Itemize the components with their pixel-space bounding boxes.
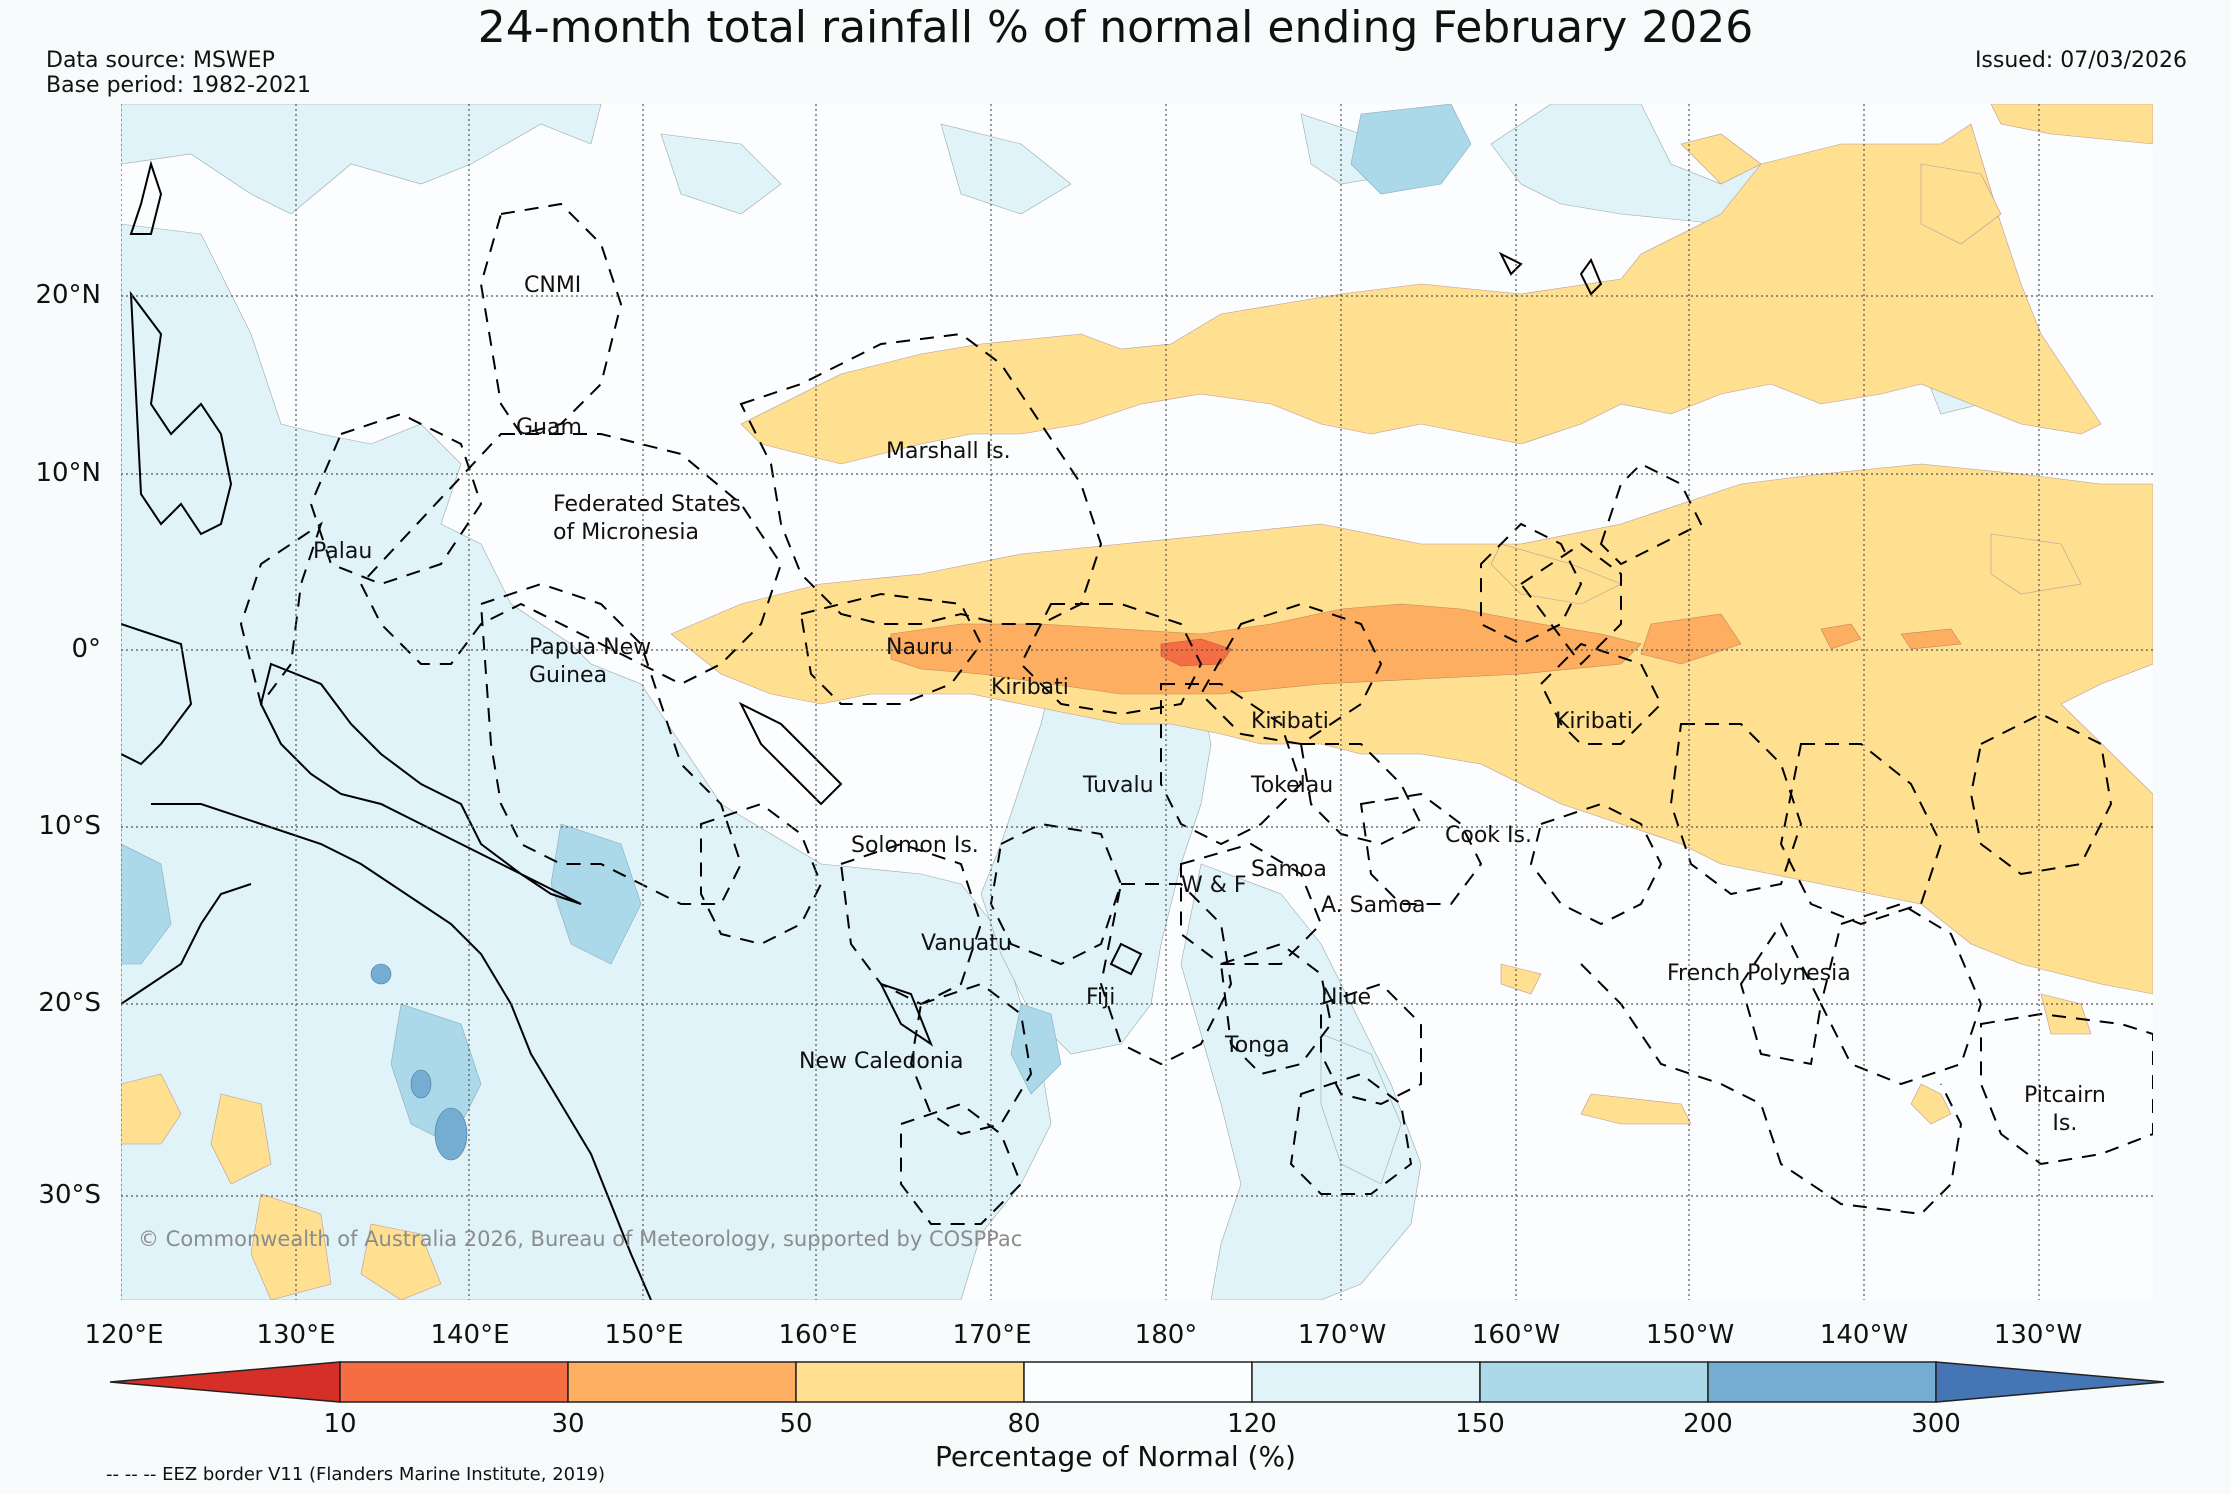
lon-tick-170e: 170°E xyxy=(952,1320,1032,1350)
region-label-pitcairn: Pitcairn Is. xyxy=(2024,1083,2106,1136)
colorbar-tick-10: 10 xyxy=(323,1409,357,1439)
lat-tick-20n: 20°N xyxy=(35,280,101,310)
rainfall-map: CNMI Guam Marshall Is. Federated States … xyxy=(121,104,2153,1300)
data-source: Data source: MSWEP xyxy=(46,48,275,73)
eez-borders xyxy=(239,202,2153,1225)
lon-tick-160w: 160°W xyxy=(1471,1320,1561,1350)
region-label-american-samoa: A. Samoa xyxy=(1321,893,1426,918)
map-canvas xyxy=(121,104,2153,1300)
lon-tick-150e: 150°E xyxy=(604,1320,684,1350)
region-label-kiribati-west: Kiribati xyxy=(991,675,1069,700)
colorbar-segment-10-30 xyxy=(339,1361,569,1403)
lon-tick-140w: 140°W xyxy=(1819,1320,1909,1350)
region-label-tokelau: Tokelau xyxy=(1251,773,1334,798)
colorbar-extend-high xyxy=(1935,1361,2165,1403)
anomaly-above-normal xyxy=(121,104,1982,1300)
region-label-fsm: Federated States of Micronesia xyxy=(553,492,741,545)
coastlines xyxy=(121,160,1603,1300)
colorbar-tick-150: 150 xyxy=(1455,1409,1505,1439)
map-title: 24-month total rainfall % of normal endi… xyxy=(477,2,1754,53)
copyright-notice: © Commonwealth of Australia 2026, Bureau… xyxy=(138,1227,1023,1251)
lon-tick-120e: 120°E xyxy=(84,1320,164,1350)
region-label-png: Papua New Guinea xyxy=(529,635,652,688)
lat-tick-10s: 10°S xyxy=(38,811,101,841)
colorbar-segment-150-200 xyxy=(1479,1361,1709,1403)
colorbar-segment-50-80 xyxy=(795,1361,1025,1403)
lon-tick-130e: 130°E xyxy=(256,1320,336,1350)
colorbar-segment-120-150 xyxy=(1251,1361,1481,1403)
region-label-kiribati-central: Kiribati xyxy=(1251,709,1329,734)
region-label-guam: Guam xyxy=(516,415,582,440)
base-period: Base period: 1982-2021 xyxy=(46,73,311,98)
region-label-cnmi: CNMI xyxy=(524,273,582,298)
colorbar-tick-120: 120 xyxy=(1227,1409,1277,1439)
region-label-fiji: Fiji xyxy=(1086,985,1116,1010)
anomaly-very-high xyxy=(370,963,468,1161)
region-label-nauru: Nauru xyxy=(886,635,953,660)
issued-date: Issued: 07/03/2026 xyxy=(1974,48,2187,73)
lat-tick-0: 0° xyxy=(71,634,101,664)
colorbar-extend-low xyxy=(109,1361,341,1403)
colorbar-segment-200-300 xyxy=(1707,1361,1937,1403)
region-label-new-caledonia: New Caledonia xyxy=(799,1049,964,1074)
region-label-palau: Palau xyxy=(313,539,373,564)
colorbar-tick-300: 300 xyxy=(1911,1409,1961,1439)
colorbar-segment-30-50 xyxy=(567,1361,797,1403)
lon-tick-180: 180° xyxy=(1134,1320,1198,1350)
colorbar-tick-80: 80 xyxy=(1007,1409,1041,1439)
lon-tick-160e: 160°E xyxy=(778,1320,858,1350)
lon-tick-170w: 170°W xyxy=(1297,1320,1387,1350)
colorbar-tick-200: 200 xyxy=(1683,1409,1733,1439)
region-label-tonga: Tonga xyxy=(1225,1033,1290,1058)
region-label-cook-islands: Cook Is. xyxy=(1445,823,1532,848)
region-label-niue: Niue xyxy=(1321,985,1372,1010)
lon-tick-140e: 140°E xyxy=(430,1320,510,1350)
region-label-tuvalu: Tuvalu xyxy=(1083,773,1154,798)
lat-tick-10n: 10°N xyxy=(35,458,101,488)
region-label-vanuatu: Vanuatu xyxy=(921,931,1012,956)
lon-tick-130w: 130°W xyxy=(1993,1320,2083,1350)
graticule xyxy=(121,104,2153,1300)
anomaly-well-above-normal xyxy=(121,104,1472,1145)
region-label-wallis-futuna: W & F xyxy=(1181,873,1247,898)
colorbar-tick-30: 30 xyxy=(551,1409,585,1439)
lon-tick-150w: 150°W xyxy=(1645,1320,1735,1350)
colorbar-tick-50: 50 xyxy=(779,1409,813,1439)
region-label-marshall: Marshall Is. xyxy=(886,439,1011,464)
anomaly-well-below-normal xyxy=(890,603,1962,695)
region-label-french-polynesia: French Polynesia xyxy=(1667,961,1851,986)
region-label-solomon: Solomon Is. xyxy=(851,833,979,858)
anomaly-very-below-normal xyxy=(1160,638,1232,667)
eez-legend-note: -- -- -- EEZ border V11 (Flanders Marine… xyxy=(106,1464,606,1485)
lat-tick-20s: 20°S xyxy=(38,988,101,1018)
colorbar-title: Percentage of Normal (%) xyxy=(935,1440,1296,1473)
region-label-kiribati-east: Kiribati xyxy=(1555,709,1633,734)
colorbar xyxy=(109,1361,2165,1403)
colorbar-segment-80-120 xyxy=(1023,1361,1253,1403)
lat-tick-30s: 30°S xyxy=(38,1180,101,1210)
region-label-samoa: Samoa xyxy=(1251,857,1327,882)
